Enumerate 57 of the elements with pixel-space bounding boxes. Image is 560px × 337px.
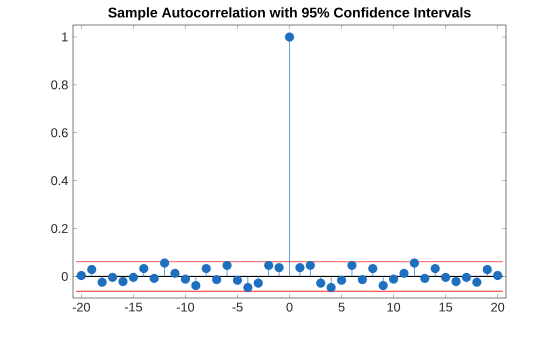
point — [482, 264, 492, 274]
point — [150, 274, 159, 283]
point — [368, 264, 378, 274]
point — [254, 278, 263, 288]
point — [306, 260, 315, 270]
point — [274, 262, 284, 272]
x-tick-label: -20 — [72, 302, 90, 312]
y-tick-label: 0.6 — [51, 128, 68, 138]
point — [451, 276, 461, 286]
point — [316, 278, 326, 288]
x-tick-label: -10 — [176, 302, 194, 312]
point — [243, 282, 252, 292]
point — [399, 268, 409, 278]
y-tick-label: 0.2 — [51, 224, 68, 234]
x-tick-label: 0 — [286, 302, 293, 312]
point — [108, 272, 118, 282]
point — [295, 262, 305, 272]
point — [98, 278, 107, 287]
point — [202, 264, 211, 274]
y-tick-label: 0 — [62, 272, 68, 281]
point — [264, 260, 274, 270]
x-tick-label: 20 — [491, 302, 504, 312]
point — [128, 272, 138, 282]
point — [410, 258, 420, 268]
point — [180, 274, 190, 284]
x-tick-label: -5 — [232, 302, 243, 312]
point — [462, 272, 472, 282]
point — [441, 272, 450, 282]
x-tick-label: 15 — [440, 302, 452, 312]
y-tick-label: 0.4 — [51, 176, 68, 186]
point — [472, 278, 482, 287]
x-tick-label: -15 — [124, 302, 142, 312]
point — [170, 268, 180, 278]
x-tick-label: 5 — [338, 302, 345, 312]
point — [347, 260, 357, 270]
chart-title: Sample Autocorrelation with 95% Confidence Intervals — [108, 7, 471, 20]
point — [191, 280, 200, 290]
y-tick-label: 1 — [62, 32, 68, 42]
point — [388, 274, 398, 284]
x-tick-label: 10 — [388, 302, 400, 312]
point — [378, 280, 388, 290]
point — [284, 32, 294, 42]
point — [358, 274, 367, 284]
point — [118, 276, 128, 286]
point — [87, 264, 96, 274]
point — [430, 264, 440, 274]
point — [212, 274, 222, 284]
point — [76, 270, 86, 280]
point — [222, 260, 232, 270]
point — [160, 258, 170, 268]
point — [232, 276, 242, 285]
point — [139, 264, 148, 274]
point — [420, 274, 430, 283]
point — [336, 276, 346, 285]
point — [493, 270, 502, 280]
y-tick-label: 0.8 — [51, 80, 68, 90]
point — [326, 282, 336, 292]
